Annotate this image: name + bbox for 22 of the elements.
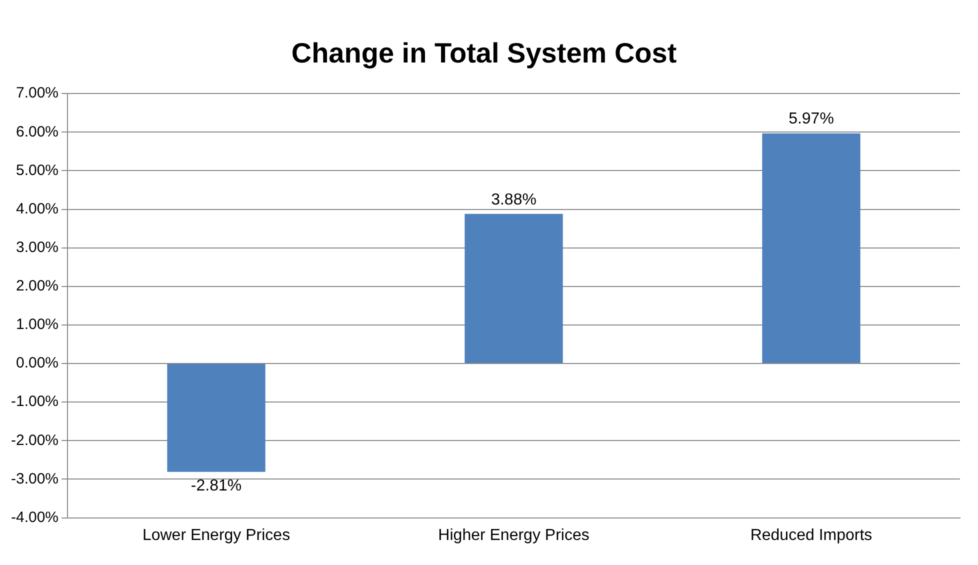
chart-title: Change in Total System Cost <box>291 38 677 69</box>
y-tick-label: 5.00% <box>16 162 59 179</box>
y-tick-label: 2.00% <box>16 278 59 295</box>
x-tick-label: Reduced Imports <box>750 526 872 544</box>
y-tick-label: 7.00% <box>16 84 59 102</box>
y-tick-label: -3.00% <box>10 470 59 488</box>
data-label: -2.81% <box>190 477 242 494</box>
x-tick-label: Lower Energy Prices <box>142 526 290 544</box>
bar <box>762 133 860 364</box>
y-tick-label: -4.00% <box>10 508 59 526</box>
y-tick-label: 6.00% <box>16 123 59 140</box>
x-tick-label: Higher Energy Prices <box>438 526 590 544</box>
y-tick-label: -1.00% <box>10 393 59 410</box>
y-tick-label: 0.00% <box>16 354 59 372</box>
bar <box>167 364 266 472</box>
data-label: 5.97% <box>788 110 834 128</box>
y-tick-label: -2.00% <box>10 432 59 449</box>
y-tick-label: 1.00% <box>16 316 59 334</box>
y-tick-label: 3.00% <box>16 238 59 256</box>
bar <box>464 214 563 364</box>
y-tick-label: 4.00% <box>16 200 59 218</box>
data-label: 3.88% <box>491 191 536 208</box>
